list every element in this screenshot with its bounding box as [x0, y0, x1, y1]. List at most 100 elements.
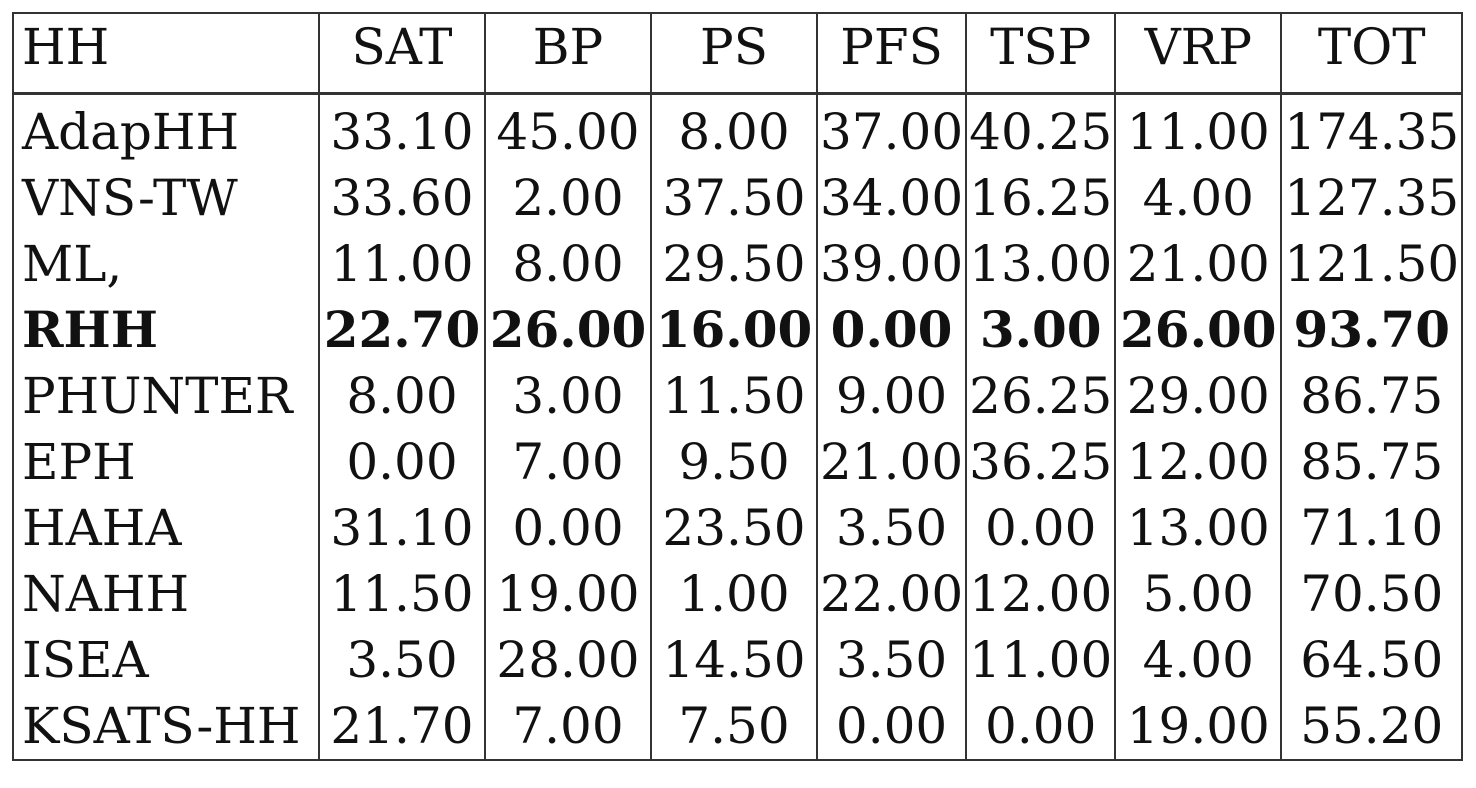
value-cell: 19.00 — [484, 561, 652, 627]
value-cell: 55.20 — [1280, 693, 1464, 760]
value-cell: 13.00 — [965, 231, 1117, 297]
value-cell: 11.50 — [650, 363, 818, 429]
value-cell: 8.00 — [650, 93, 818, 165]
value-cell: 3.50 — [815, 495, 968, 561]
value-cell: 0.00 — [965, 693, 1117, 760]
value-cell: 29.00 — [1114, 363, 1283, 429]
table-row: ISEA 3.50 28.00 14.50 3.50 11.00 4.00 64.50 — [12, 627, 1464, 693]
row-label-cell: RHH — [12, 297, 320, 363]
row-label-cell: ISEA — [12, 627, 320, 693]
value-cell: 127.35 — [1280, 165, 1464, 231]
value-cell: 23.50 — [650, 495, 818, 561]
value-cell: 12.00 — [965, 561, 1117, 627]
value-cell: 31.10 — [318, 495, 486, 561]
value-cell: 0.00 — [815, 693, 968, 760]
value-cell: 7.00 — [484, 693, 652, 760]
value-cell: 19.00 — [1114, 693, 1283, 760]
table-row: NAHH 11.50 19.00 1.00 22.00 12.00 5.00 70.50 — [12, 561, 1464, 627]
value-cell: 34.00 — [815, 165, 968, 231]
value-cell: 29.50 — [650, 231, 818, 297]
header-cell-pfs: PFS — [815, 13, 968, 95]
table-body: AdapHH 33.10 45.00 8.00 37.00 40.25 11.00 174.3… — [12, 93, 1464, 760]
value-cell: 64.50 — [1280, 627, 1464, 693]
header-cell-hh: HH — [12, 13, 320, 95]
results-table-container: HH SAT BP PS PFS TSP VRP TOT AdapHH 33.10… — [12, 12, 1464, 761]
value-cell: 26.25 — [965, 363, 1117, 429]
value-cell: 21.70 — [318, 693, 486, 760]
value-cell: 0.00 — [965, 495, 1117, 561]
value-cell: 39.00 — [815, 231, 968, 297]
value-cell: 40.25 — [965, 93, 1117, 165]
value-cell: 2.00 — [484, 165, 652, 231]
row-label-cell: NAHH — [12, 561, 320, 627]
value-cell: 9.00 — [815, 363, 968, 429]
value-cell: 22.70 — [318, 297, 486, 363]
value-cell: 16.00 — [650, 297, 818, 363]
value-cell: 3.00 — [484, 363, 652, 429]
value-cell: 70.50 — [1280, 561, 1464, 627]
row-label-cell: EPH — [12, 429, 320, 495]
value-cell: 121.50 — [1280, 231, 1464, 297]
row-label-cell: KSATS-HH — [12, 693, 320, 760]
value-cell: 7.50 — [650, 693, 818, 760]
value-cell: 8.00 — [484, 231, 652, 297]
value-cell: 0.00 — [815, 297, 968, 363]
value-cell: 28.00 — [484, 627, 652, 693]
table-row: AdapHH 33.10 45.00 8.00 37.00 40.25 11.00 174.3… — [12, 93, 1464, 165]
value-cell: 26.00 — [484, 297, 652, 363]
value-cell: 12.00 — [1114, 429, 1283, 495]
value-cell: 22.00 — [815, 561, 968, 627]
header-cell-tsp: TSP — [965, 13, 1117, 95]
header-cell-bp: BP — [484, 13, 652, 95]
value-cell: 4.00 — [1114, 165, 1283, 231]
value-cell: 14.50 — [650, 627, 818, 693]
table-header: HH SAT BP PS PFS TSP VRP TOT — [12, 13, 1464, 95]
row-label-cell: HAHA — [12, 495, 320, 561]
value-cell: 8.00 — [318, 363, 486, 429]
value-cell: 13.00 — [1114, 495, 1283, 561]
value-cell: 11.00 — [318, 231, 486, 297]
table-row: KSATS-HH 21.70 7.00 7.50 0.00 0.00 19.00 55.20 — [12, 693, 1464, 760]
table-row: EPH 0.00 7.00 9.50 21.00 36.25 12.00 85.75 — [12, 429, 1464, 495]
value-cell: 33.60 — [318, 165, 486, 231]
value-cell: 3.50 — [318, 627, 486, 693]
value-cell: 5.00 — [1114, 561, 1283, 627]
value-cell: 21.00 — [815, 429, 968, 495]
value-cell: 11.00 — [965, 627, 1117, 693]
header-cell-tot: TOT — [1280, 13, 1464, 95]
table-row: PHUNTER 8.00 3.00 11.50 9.00 26.25 29.00 86.75 — [12, 363, 1464, 429]
value-cell: 0.00 — [318, 429, 486, 495]
header-cell-vrp: VRP — [1114, 13, 1283, 95]
table-row: RHH 22.70 26.00 16.00 0.00 3.00 26.00 93.70 — [12, 297, 1464, 363]
value-cell: 174.35 — [1280, 93, 1464, 165]
value-cell: 3.50 — [815, 627, 968, 693]
value-cell: 9.50 — [650, 429, 818, 495]
value-cell: 11.00 — [1114, 93, 1283, 165]
value-cell: 71.10 — [1280, 495, 1464, 561]
value-cell: 93.70 — [1280, 297, 1464, 363]
value-cell: 26.00 — [1114, 297, 1283, 363]
value-cell: 85.75 — [1280, 429, 1464, 495]
value-cell: 45.00 — [484, 93, 652, 165]
value-cell: 3.00 — [965, 297, 1117, 363]
header-cell-sat: SAT — [318, 13, 486, 95]
value-cell: 36.25 — [965, 429, 1117, 495]
table-row: ML, 11.00 8.00 29.50 39.00 13.00 21.00 121.50 — [12, 231, 1464, 297]
value-cell: 0.00 — [484, 495, 652, 561]
value-cell: 86.75 — [1280, 363, 1464, 429]
table-row: HAHA 31.10 0.00 23.50 3.50 0.00 13.00 71.10 — [12, 495, 1464, 561]
row-label-cell: AdapHH — [12, 93, 320, 165]
header-row: HH SAT BP PS PFS TSP VRP TOT — [12, 13, 1464, 95]
value-cell: 1.00 — [650, 561, 818, 627]
row-label-cell: PHUNTER — [12, 363, 320, 429]
value-cell: 33.10 — [318, 93, 486, 165]
results-table: HH SAT BP PS PFS TSP VRP TOT AdapHH 33.10… — [12, 12, 1464, 761]
table-row: VNS-TW 33.60 2.00 37.50 34.00 16.25 4.00 127.35 — [12, 165, 1464, 231]
row-label-cell: ML, — [12, 231, 320, 297]
value-cell: 11.50 — [318, 561, 486, 627]
value-cell: 7.00 — [484, 429, 652, 495]
header-cell-ps: PS — [650, 13, 818, 95]
value-cell: 4.00 — [1114, 627, 1283, 693]
row-label-cell: VNS-TW — [12, 165, 320, 231]
value-cell: 16.25 — [965, 165, 1117, 231]
